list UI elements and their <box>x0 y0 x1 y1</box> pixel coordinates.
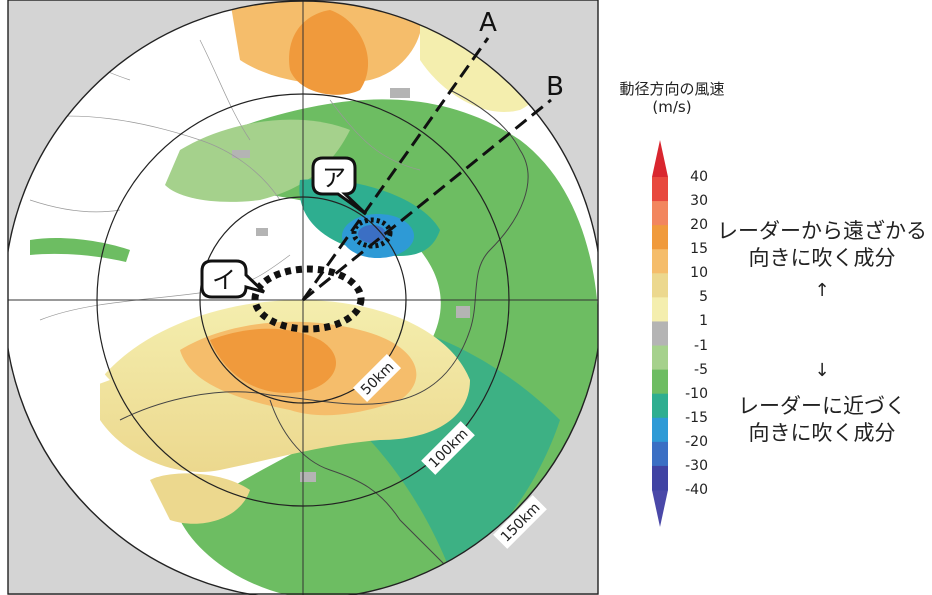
ray-a <box>301 37 490 301</box>
colorbar-tick-label: 10 <box>690 265 708 282</box>
southwest-weak-receding <box>150 473 250 524</box>
colorbar-bin <box>652 321 668 347</box>
ray-b <box>302 98 552 302</box>
callout-i: イ <box>200 259 266 299</box>
colorbar-tick-label: 5 <box>699 289 708 306</box>
ray-b-label: B <box>546 72 564 102</box>
colorbar-tick-label: -10 <box>685 385 708 402</box>
region-i-circle <box>251 265 365 333</box>
legend-title: 動径方向の風速 <box>619 80 725 98</box>
colorbar-tick-label: -15 <box>685 409 708 426</box>
colorbar-tick-label: 1 <box>699 313 708 330</box>
map-frame <box>7 0 599 595</box>
colorbar-tick-label: -5 <box>694 361 708 378</box>
range-ring-50km <box>199 196 407 404</box>
colorbar-tick-label: 40 <box>690 169 708 185</box>
region-a-circle <box>351 217 393 249</box>
colorbar <box>652 140 668 527</box>
colorbar-tick-label: -20 <box>685 433 708 450</box>
toward-text-line-2: 向きに吹く成分 <box>748 421 896 445</box>
colorbar-bin <box>652 177 668 202</box>
toward-arrow: ↓ <box>814 360 830 381</box>
colorbar-bin <box>652 297 668 322</box>
colorbar-tick-label: -1 <box>694 337 708 354</box>
colorbar-bin <box>652 273 668 298</box>
svg-text:イ: イ <box>212 266 236 294</box>
colorbar-bin <box>652 441 668 467</box>
svg-text:ア: ア <box>322 164 346 192</box>
north-receding-core <box>289 10 369 95</box>
colorbar-bottom-cap <box>652 490 668 527</box>
colorbar-tick-label: 15 <box>690 241 708 258</box>
legend-unit: (m/s) <box>652 98 692 116</box>
colorbar-bin <box>652 369 668 395</box>
colorbar-bin <box>652 393 668 419</box>
colorbar-tick-label: -40 <box>685 482 708 498</box>
colorbar-bin <box>652 249 668 274</box>
colorbar-tick-label: 30 <box>690 193 708 210</box>
colorbar-bin <box>652 201 668 226</box>
colorbar-top-cap <box>652 140 668 177</box>
toward-description: レーダーに近づく 向きに吹く成分 <box>712 393 932 447</box>
callout-a: ア <box>311 156 368 216</box>
toward-text-line-1: レーダーに近づく <box>738 394 906 418</box>
colorbar-bin <box>652 417 668 443</box>
range-ring-100km <box>96 93 510 507</box>
range-ring-150km <box>8 0 598 595</box>
colorbar-tick-label: -30 <box>685 457 708 474</box>
away-description: レーダーから遠ざかる 向きに吹く成分 <box>712 218 932 272</box>
colorbar-tick-label: 20 <box>690 217 708 234</box>
ray-a-label: A <box>479 8 497 38</box>
away-text-line-2: 向きに吹く成分 <box>748 246 896 270</box>
away-text-line-1: レーダーから遠ざかる <box>717 219 927 243</box>
away-arrow: ↑ <box>814 280 830 301</box>
colorbar-bin <box>652 345 668 371</box>
colorbar-bin <box>652 225 668 250</box>
south-receding-core <box>210 328 337 393</box>
colorbar-bin <box>652 465 668 491</box>
near-zero-speckles <box>232 88 470 482</box>
